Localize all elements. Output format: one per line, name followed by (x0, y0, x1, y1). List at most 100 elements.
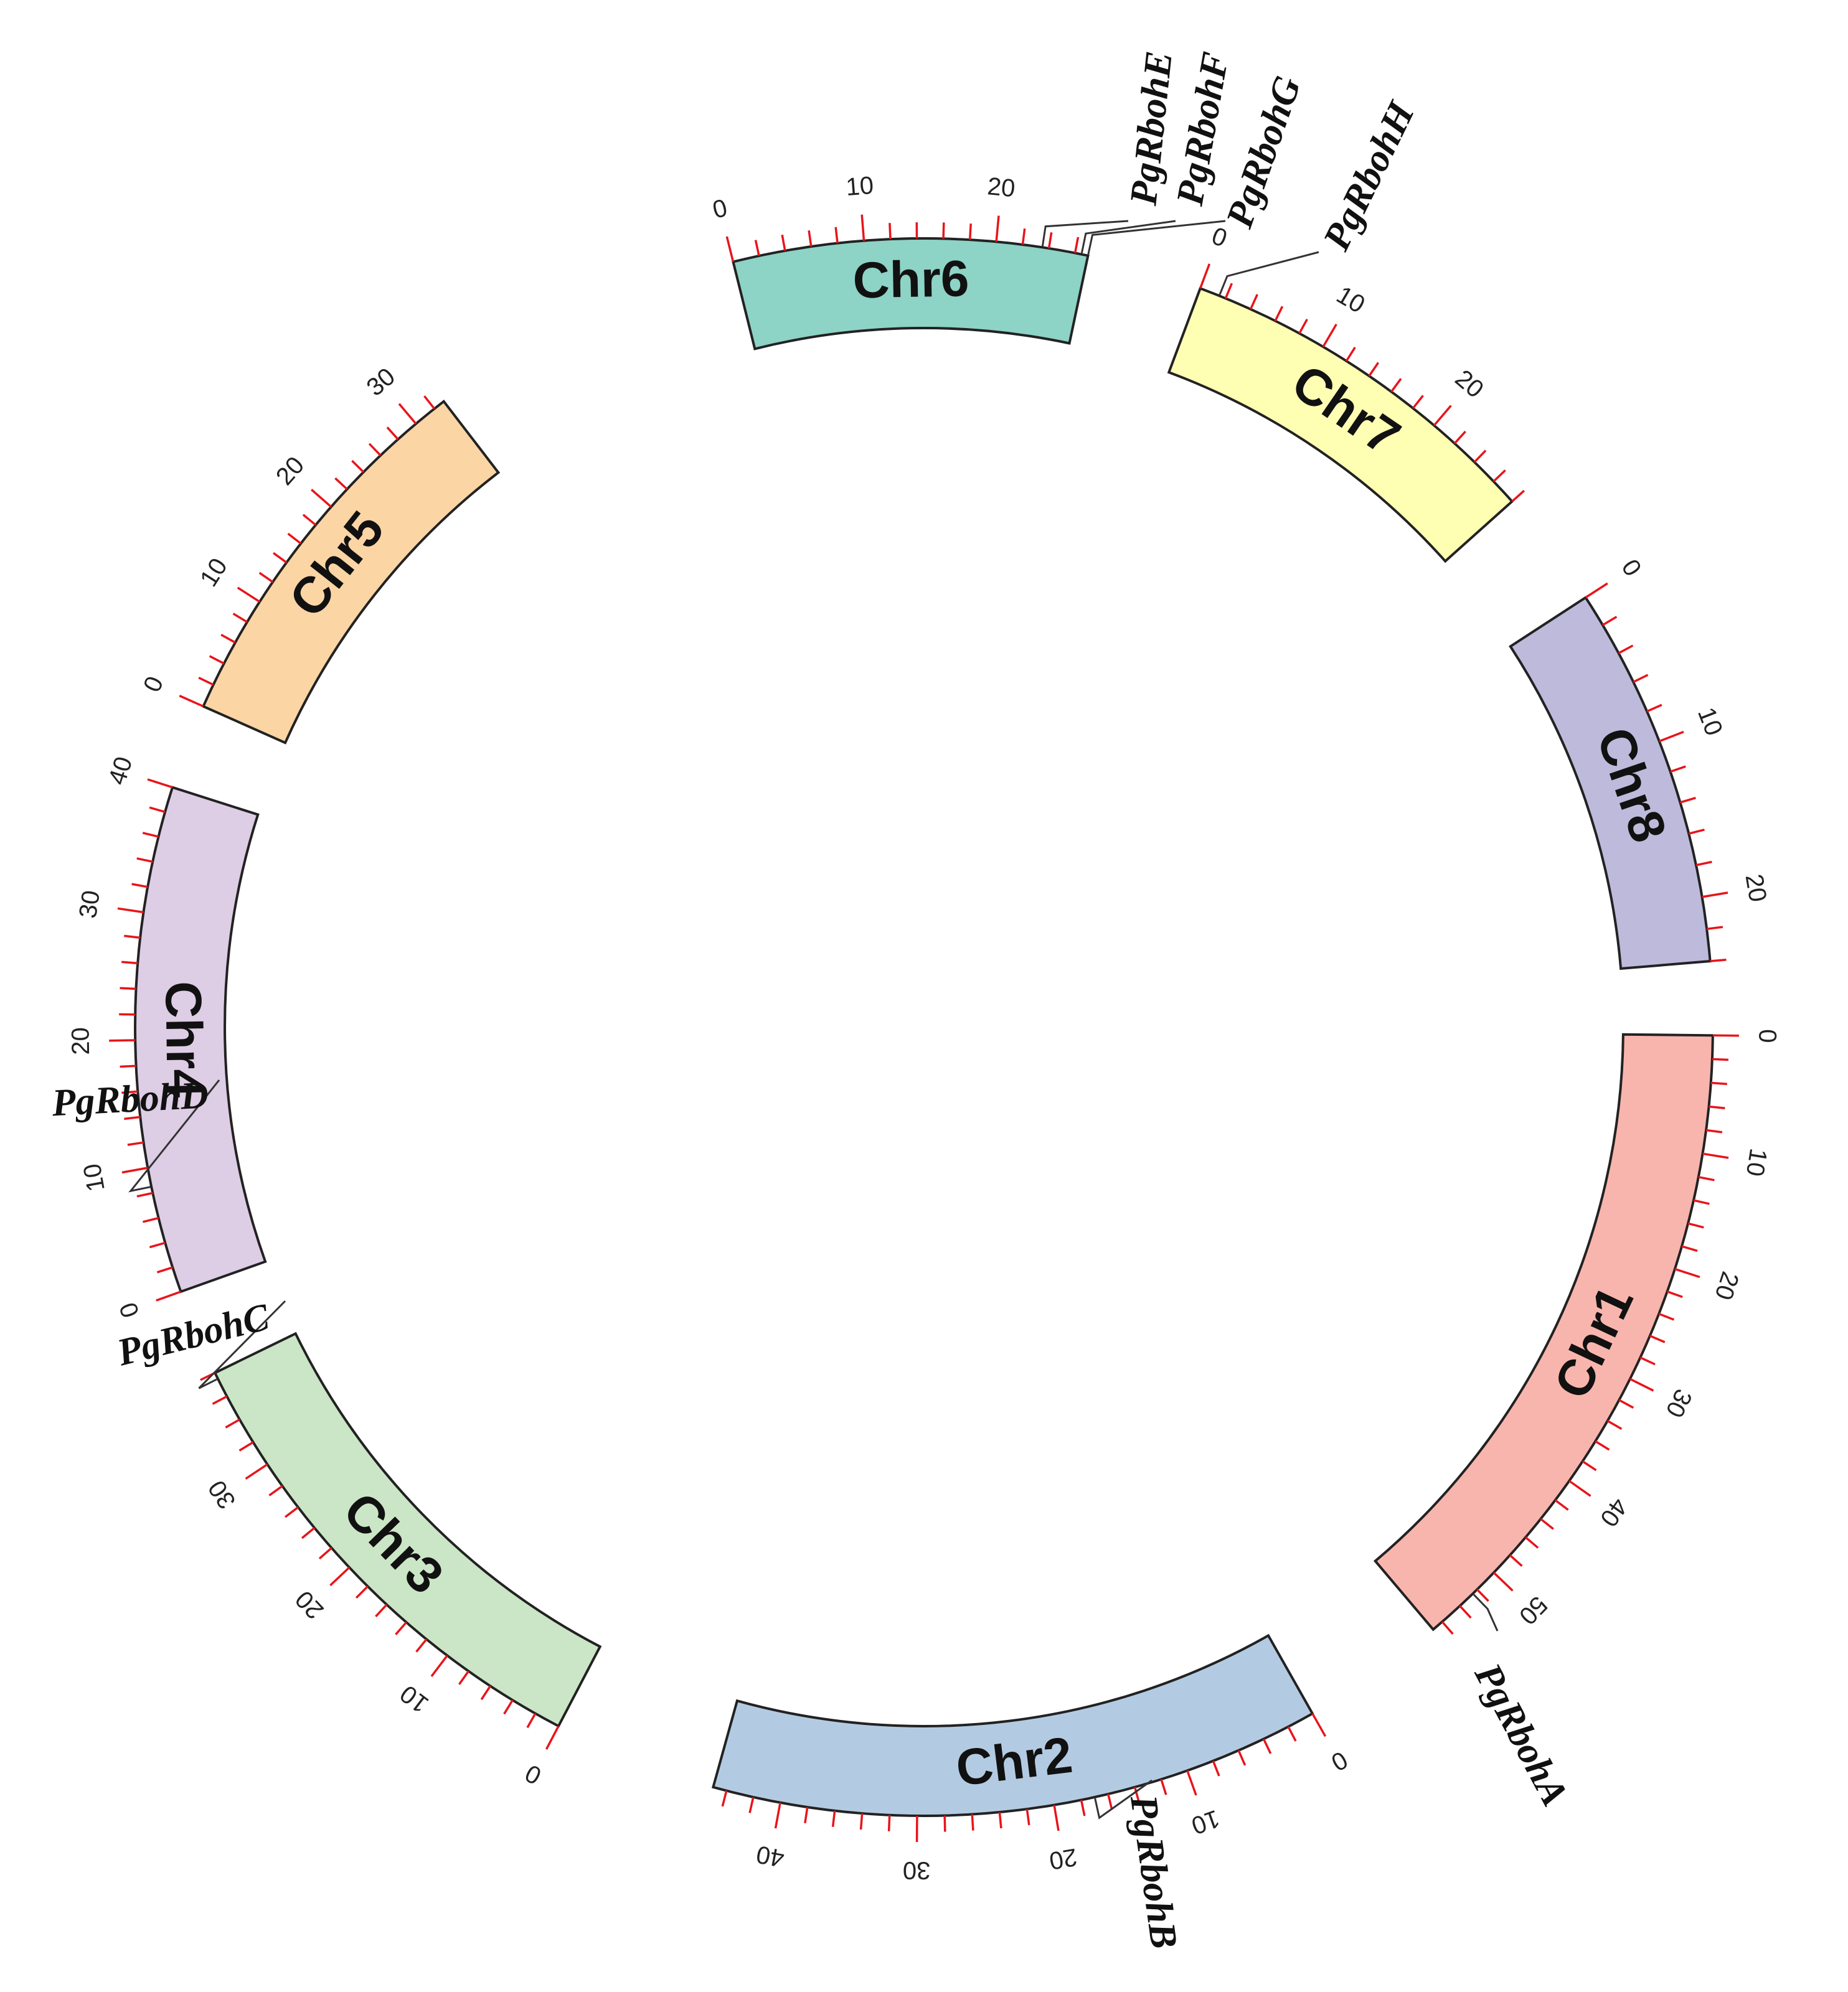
chr3-tick (355, 1586, 369, 1599)
chr5-tick (232, 613, 248, 623)
chr1-tick-label: 20 (1709, 1269, 1744, 1304)
pgrbohh-leader-line (1219, 251, 1319, 295)
chr1-tick-label: 30 (1661, 1384, 1697, 1421)
chr1-tick (1618, 1399, 1634, 1409)
pgrbohe-leader-line (1041, 220, 1129, 247)
pgrboha-leader-line (1473, 1594, 1499, 1632)
chr1-tick (1492, 1572, 1514, 1592)
chr3-tick (480, 1685, 491, 1701)
chr2-tick (1053, 1805, 1060, 1831)
chr1-tick (1568, 1480, 1591, 1497)
chr4-tick (131, 883, 148, 888)
chr2-band (711, 1633, 1314, 1817)
chr6-tick (995, 215, 1000, 242)
chr3-tick (285, 1506, 299, 1518)
chr1-tick (1681, 1245, 1698, 1252)
chr4-tick-label: 0 (115, 1299, 145, 1321)
chr2-tick (1080, 1800, 1086, 1816)
chr4-tick (117, 907, 144, 914)
chr5-tick-label: 30 (362, 363, 400, 402)
chr2-tick (1262, 1738, 1272, 1754)
chr1-tick (1705, 1129, 1723, 1134)
chr5-tick (334, 477, 348, 491)
chr1-tick (1554, 1499, 1569, 1511)
chr2-tick (1025, 1808, 1030, 1826)
chr6-tick (754, 240, 760, 256)
chr1-tick (1540, 1518, 1554, 1530)
chr2-tick (1237, 1750, 1247, 1766)
chr3-tick-label: 10 (395, 1680, 434, 1718)
chr5-tick (258, 571, 274, 583)
chr8-tick-label: 0 (1616, 555, 1646, 581)
chr1-tick-label: 10 (1741, 1147, 1773, 1178)
chr7-tick (1250, 294, 1258, 310)
chr5-tick (398, 403, 417, 425)
chr6-tick-label: 20 (986, 172, 1016, 202)
chr2-tick (1107, 1793, 1113, 1810)
chr3-tick (430, 1655, 448, 1677)
chr8-tick-label: 10 (1692, 703, 1728, 739)
chr4-tick (124, 934, 141, 939)
pgrbohb-label: PgRbohB (1122, 1792, 1186, 1951)
chr1-tick (1667, 1290, 1683, 1299)
chr4-tick (120, 987, 136, 990)
chr4-tick-label: 30 (74, 889, 105, 920)
chr2-tick (1287, 1726, 1297, 1742)
chr7-tick (1453, 430, 1466, 444)
chr3-tick (212, 1395, 228, 1405)
chr1-tick (1702, 1152, 1729, 1159)
chr2-tick-label: 20 (1047, 1843, 1079, 1875)
chr1-tick (1674, 1267, 1700, 1279)
chr5-tick-label: 0 (138, 672, 169, 696)
chr1-tick (1649, 1335, 1666, 1343)
chr4-tick (121, 1167, 148, 1174)
chr7-tick-label: 20 (1450, 365, 1489, 403)
chr3-tick (268, 1485, 283, 1496)
chr8-tick (1646, 703, 1662, 713)
chr6-tick (942, 222, 945, 239)
chr1-tick (1441, 1621, 1454, 1635)
chr6-tick (1021, 228, 1026, 245)
chr3-tick (225, 1418, 240, 1429)
chr5-tick (423, 395, 435, 410)
chr2-tick-label: 0 (1326, 1745, 1352, 1776)
chr5-tick (179, 695, 204, 708)
chr3-tick (526, 1712, 537, 1729)
chr3-tick (545, 1725, 560, 1750)
chr6-label: Chr6 (852, 250, 969, 309)
chr2-tick (887, 1815, 891, 1831)
chr5-band (201, 399, 501, 745)
chr3-tick (395, 1621, 407, 1635)
chr1-tick (1710, 1081, 1727, 1086)
chr4-tick (149, 806, 166, 813)
chr1-tick (1658, 1312, 1675, 1321)
chr7-tick (1390, 378, 1402, 393)
chr3-tick (318, 1547, 332, 1560)
chr5-tick (368, 443, 382, 456)
chr4-label: Chr4 (154, 981, 213, 1099)
chr3-tick (375, 1604, 388, 1617)
chromosome-bands (134, 237, 1714, 1817)
chr8-tick (1702, 891, 1728, 898)
chr8-tick (1659, 730, 1684, 743)
chr5-tick (198, 677, 214, 686)
chr7-band (1167, 286, 1514, 563)
pgrbohb-leader-line (1094, 1779, 1153, 1820)
chr7-tick (1511, 489, 1525, 502)
pgrbohg-label: PgRbohG (1218, 71, 1309, 233)
chr7-tick (1199, 263, 1211, 289)
chr4-tick (136, 1191, 153, 1198)
chr7-tick (1298, 318, 1308, 334)
chr7-tick (1224, 283, 1233, 299)
chr5-tick (220, 634, 236, 644)
chr2-tick-label: 30 (903, 1856, 931, 1884)
chr3-tick-label: 20 (290, 1586, 329, 1625)
chr5-tick (386, 426, 399, 440)
chr1-tick (1459, 1605, 1472, 1619)
chr2-tick (721, 1790, 728, 1807)
pgrboha-label: PgRbohA (1466, 1656, 1577, 1813)
chr5-tick-label: 10 (195, 553, 233, 591)
chr8-tick (1670, 765, 1686, 773)
chr4-tick (156, 1290, 181, 1302)
